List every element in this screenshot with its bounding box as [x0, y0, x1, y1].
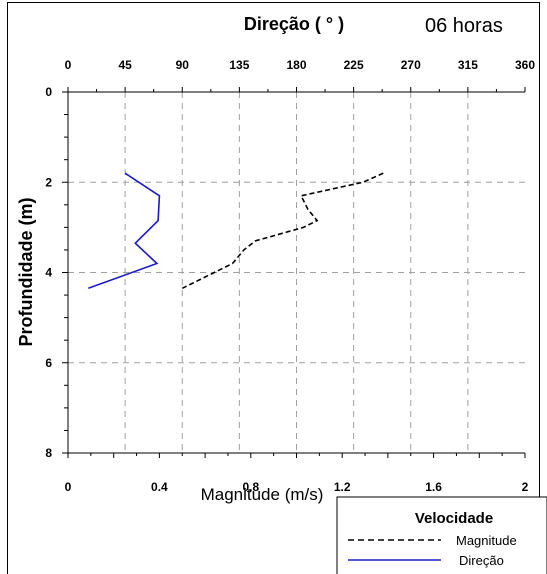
series-line-magnitude: [181, 172, 384, 290]
bottom-tick-label: 2: [522, 480, 529, 494]
legend: Velocidade Magnitude Direção: [336, 496, 547, 574]
top-tick-label: 225: [344, 58, 364, 72]
chart-frame: [7, 2, 540, 574]
y-tick-label: 2: [45, 175, 52, 189]
top-tick-label: 270: [401, 58, 421, 72]
top-tick-label: 0: [65, 58, 72, 72]
y-tick-label: 8: [45, 446, 52, 460]
bottom-tick-label: 1.6: [425, 480, 442, 494]
top-tick-label: 135: [229, 58, 249, 72]
y-tick-label: 0: [45, 85, 52, 99]
legend-title: Velocidade: [415, 510, 493, 527]
bottom-tick-label: 0: [65, 480, 72, 494]
bottom-axis-title: Magnitude (m/s): [201, 485, 324, 504]
top-tick-label: 45: [118, 58, 132, 72]
y-tick-label: 4: [45, 266, 52, 280]
top-tick-label: 90: [176, 58, 190, 72]
legend-label-direcao: Direção: [459, 553, 504, 568]
bottom-tick-label: 0.8: [242, 480, 259, 494]
legend-label-magnitude: Magnitude: [456, 533, 517, 548]
y-axis-title: Profundidade (m): [16, 198, 36, 347]
top-tick-label: 315: [458, 58, 478, 72]
top-axis-title: Direção ( ° ): [244, 14, 344, 34]
grid: [68, 92, 525, 453]
bottom-axis-ticks: 0 0.4 0.8 1.2 1.6 2: [65, 453, 529, 494]
top-tick-label: 360: [515, 58, 535, 72]
top-tick-label: 180: [286, 58, 306, 72]
y-axis-ticks: 0 2 4 6 8: [45, 85, 68, 460]
legend-box: [336, 496, 547, 574]
bottom-tick-label: 0.4: [151, 480, 168, 494]
top-axis-ticks: 0 45 90 135 180 225 270 315 360: [65, 58, 535, 92]
bottom-tick-label: 1.2: [334, 480, 351, 494]
series-line-direo: [88, 172, 161, 290]
y-tick-label: 6: [45, 356, 52, 370]
corner-label: 06 horas: [425, 15, 503, 37]
series-lines: [88, 172, 384, 290]
